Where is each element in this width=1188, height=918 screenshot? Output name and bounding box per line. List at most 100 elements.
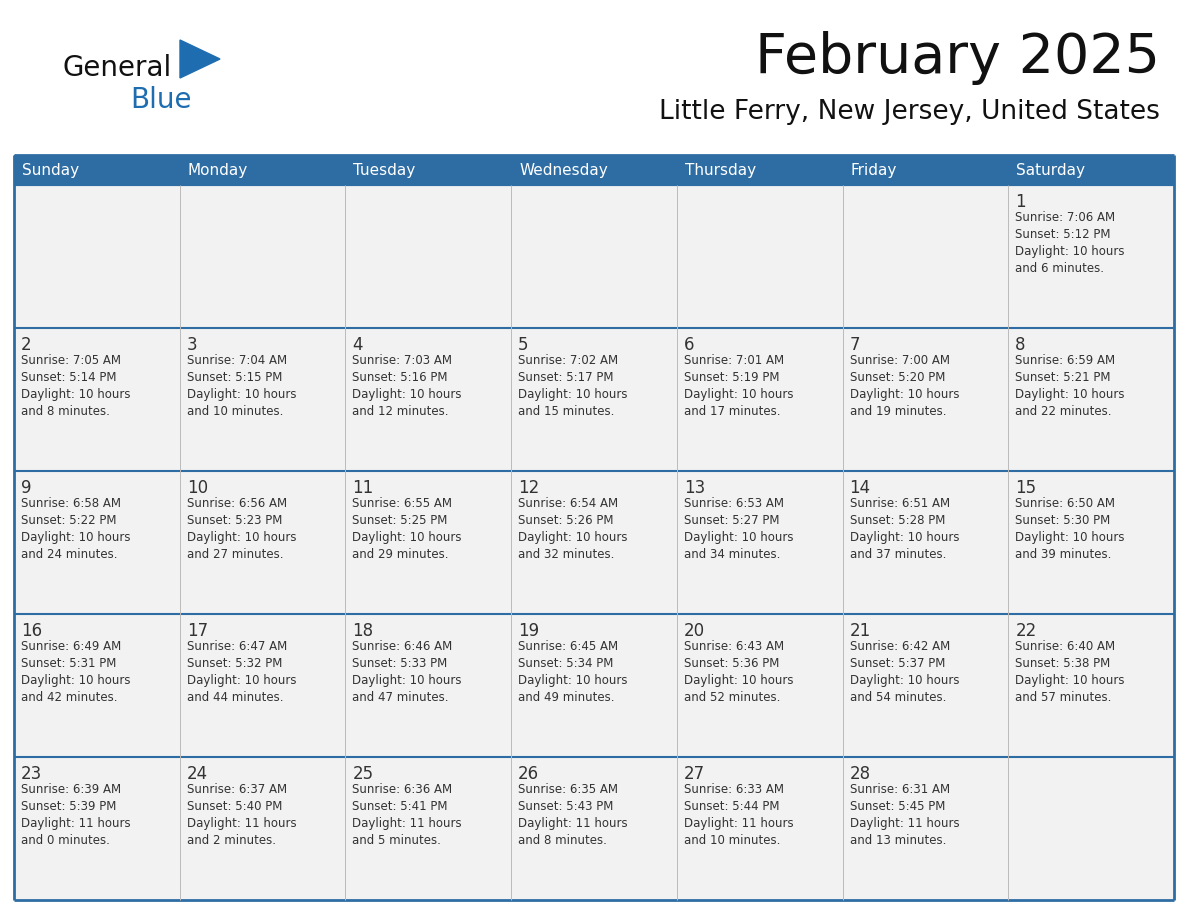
Text: and 29 minutes.: and 29 minutes. (353, 548, 449, 561)
Bar (677, 155, 842, 185)
Text: and 32 minutes.: and 32 minutes. (518, 548, 614, 561)
Text: Sunrise: 6:40 AM: Sunrise: 6:40 AM (1016, 640, 1116, 653)
Text: Sunset: 5:25 PM: Sunset: 5:25 PM (353, 514, 448, 527)
Text: Daylight: 10 hours: Daylight: 10 hours (21, 388, 131, 401)
Text: Sunset: 5:15 PM: Sunset: 5:15 PM (187, 371, 282, 384)
Text: Thursday: Thursday (684, 162, 756, 177)
Text: Sunrise: 6:54 AM: Sunrise: 6:54 AM (518, 497, 618, 510)
Text: February 2025: February 2025 (756, 31, 1159, 85)
Text: 24: 24 (187, 765, 208, 783)
Text: and 10 minutes.: and 10 minutes. (684, 834, 781, 847)
Text: and 10 minutes.: and 10 minutes. (187, 405, 283, 418)
Text: Sunset: 5:21 PM: Sunset: 5:21 PM (1016, 371, 1111, 384)
Text: 16: 16 (21, 622, 42, 640)
Text: and 24 minutes.: and 24 minutes. (21, 548, 118, 561)
Bar (842, 328, 1009, 471)
Text: Sunrise: 7:05 AM: Sunrise: 7:05 AM (21, 354, 121, 367)
Text: 8: 8 (1016, 336, 1025, 354)
Text: Sunrise: 6:51 AM: Sunrise: 6:51 AM (849, 497, 949, 510)
Text: and 0 minutes.: and 0 minutes. (21, 834, 109, 847)
Text: and 37 minutes.: and 37 minutes. (849, 548, 946, 561)
Text: 23: 23 (21, 765, 43, 783)
Text: and 52 minutes.: and 52 minutes. (684, 691, 781, 704)
Text: Saturday: Saturday (1016, 162, 1086, 177)
Text: and 6 minutes.: and 6 minutes. (1016, 262, 1105, 275)
Text: Sunset: 5:32 PM: Sunset: 5:32 PM (187, 657, 282, 670)
Text: 15: 15 (1016, 479, 1036, 497)
Text: Sunrise: 6:43 AM: Sunrise: 6:43 AM (684, 640, 784, 653)
Text: and 8 minutes.: and 8 minutes. (518, 834, 607, 847)
Text: Daylight: 10 hours: Daylight: 10 hours (684, 674, 794, 687)
Bar (842, 614, 1009, 757)
Text: Daylight: 10 hours: Daylight: 10 hours (518, 674, 627, 687)
Text: and 17 minutes.: and 17 minutes. (684, 405, 781, 418)
Text: 28: 28 (849, 765, 871, 783)
Bar (677, 614, 842, 757)
Text: Sunset: 5:19 PM: Sunset: 5:19 PM (684, 371, 779, 384)
Text: and 44 minutes.: and 44 minutes. (187, 691, 283, 704)
Text: 10: 10 (187, 479, 208, 497)
Text: and 15 minutes.: and 15 minutes. (518, 405, 614, 418)
Text: Daylight: 10 hours: Daylight: 10 hours (187, 531, 296, 544)
Bar (346, 328, 511, 471)
Text: Sunrise: 6:39 AM: Sunrise: 6:39 AM (21, 783, 121, 796)
Text: Sunrise: 6:36 AM: Sunrise: 6:36 AM (353, 783, 453, 796)
Text: 18: 18 (353, 622, 373, 640)
Text: and 47 minutes.: and 47 minutes. (353, 691, 449, 704)
Text: Sunset: 5:36 PM: Sunset: 5:36 PM (684, 657, 779, 670)
Text: Daylight: 10 hours: Daylight: 10 hours (1016, 674, 1125, 687)
Bar (511, 328, 677, 471)
Bar (511, 155, 677, 185)
Bar (179, 757, 346, 900)
Bar (14, 614, 179, 757)
Text: Sunrise: 6:58 AM: Sunrise: 6:58 AM (21, 497, 121, 510)
Text: 22: 22 (1016, 622, 1037, 640)
Text: Sunrise: 6:35 AM: Sunrise: 6:35 AM (518, 783, 618, 796)
Text: Sunrise: 6:50 AM: Sunrise: 6:50 AM (1016, 497, 1116, 510)
Polygon shape (181, 40, 220, 78)
Bar (1009, 185, 1174, 328)
Text: Daylight: 10 hours: Daylight: 10 hours (1016, 245, 1125, 258)
Bar (14, 328, 179, 471)
Text: and 8 minutes.: and 8 minutes. (21, 405, 109, 418)
Text: Sunrise: 7:00 AM: Sunrise: 7:00 AM (849, 354, 949, 367)
Bar (1009, 471, 1174, 614)
Text: Sunset: 5:12 PM: Sunset: 5:12 PM (1016, 228, 1111, 241)
Bar (346, 155, 511, 185)
Bar (511, 757, 677, 900)
Text: and 54 minutes.: and 54 minutes. (849, 691, 946, 704)
Text: Sunrise: 6:31 AM: Sunrise: 6:31 AM (849, 783, 949, 796)
Text: Sunrise: 7:04 AM: Sunrise: 7:04 AM (187, 354, 286, 367)
Text: Daylight: 10 hours: Daylight: 10 hours (849, 531, 959, 544)
Bar (1009, 155, 1174, 185)
Bar (677, 757, 842, 900)
Text: Sunset: 5:38 PM: Sunset: 5:38 PM (1016, 657, 1111, 670)
Text: and 27 minutes.: and 27 minutes. (187, 548, 283, 561)
Text: 26: 26 (518, 765, 539, 783)
Text: Daylight: 10 hours: Daylight: 10 hours (187, 388, 296, 401)
Text: Daylight: 10 hours: Daylight: 10 hours (849, 674, 959, 687)
Text: Sunrise: 6:42 AM: Sunrise: 6:42 AM (849, 640, 950, 653)
Text: 20: 20 (684, 622, 704, 640)
Text: Daylight: 11 hours: Daylight: 11 hours (21, 817, 131, 830)
Bar (842, 155, 1009, 185)
Bar (346, 471, 511, 614)
Text: Daylight: 10 hours: Daylight: 10 hours (849, 388, 959, 401)
Text: 7: 7 (849, 336, 860, 354)
Text: 9: 9 (21, 479, 32, 497)
Text: and 19 minutes.: and 19 minutes. (849, 405, 946, 418)
Text: and 34 minutes.: and 34 minutes. (684, 548, 781, 561)
Bar (511, 471, 677, 614)
Text: Sunrise: 7:02 AM: Sunrise: 7:02 AM (518, 354, 618, 367)
Bar (179, 328, 346, 471)
Text: Blue: Blue (129, 86, 191, 114)
Bar (179, 155, 346, 185)
Text: Sunday: Sunday (23, 162, 80, 177)
Text: 2: 2 (21, 336, 32, 354)
Text: Sunset: 5:30 PM: Sunset: 5:30 PM (1016, 514, 1111, 527)
Text: Sunrise: 6:49 AM: Sunrise: 6:49 AM (21, 640, 121, 653)
Text: and 39 minutes.: and 39 minutes. (1016, 548, 1112, 561)
Text: Sunset: 5:41 PM: Sunset: 5:41 PM (353, 800, 448, 813)
Text: Sunrise: 6:46 AM: Sunrise: 6:46 AM (353, 640, 453, 653)
Text: Sunrise: 7:01 AM: Sunrise: 7:01 AM (684, 354, 784, 367)
